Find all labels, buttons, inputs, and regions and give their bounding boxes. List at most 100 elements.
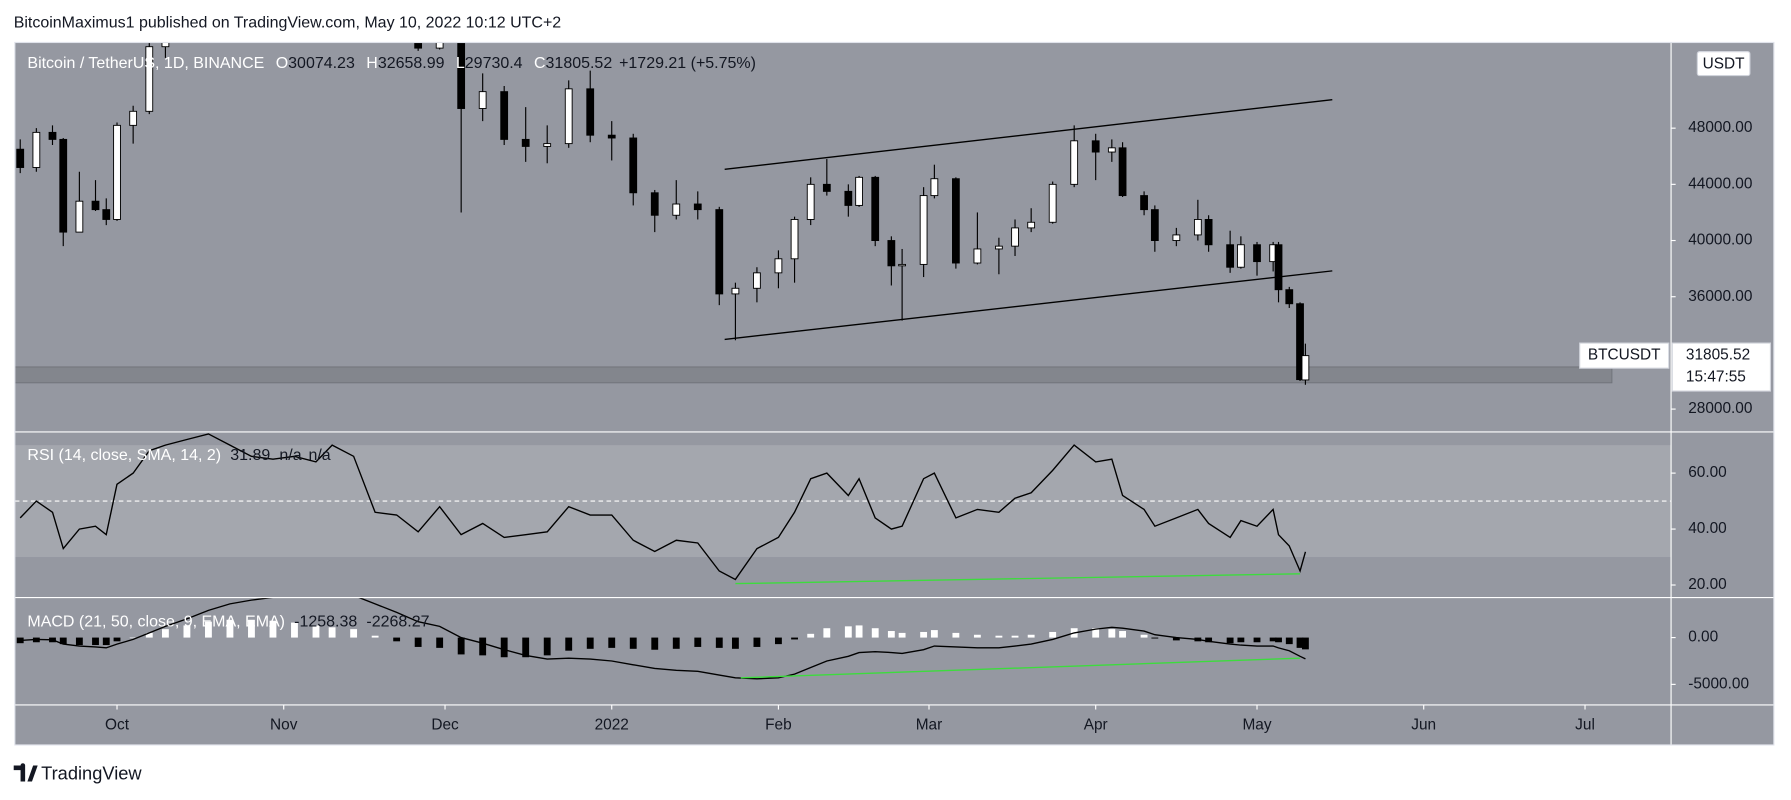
pane-legend: MACD (21, 50, close, 9, EMA, EMA) -1258.3… [27,614,429,631]
tradingview-logo: TradingView [13,762,142,783]
candle-body [1070,140,1079,185]
overlay: 28000.00 36000.00 40000.00 44000.00 48000.00… [14,41,1775,746]
histogram-bar [1253,637,1261,643]
histogram-bar [1027,634,1035,638]
histogram-bar [350,629,358,638]
candle-body [145,46,154,112]
candle-body [102,209,111,220]
logo-mark [13,763,38,782]
y-tick-label: 60.00 [1688,464,1727,481]
candle-body [973,248,982,264]
histogram-bar [898,632,906,638]
legend-item: 29730.4 [465,55,523,72]
publisher-line: BitcoinMaximus1 published on TradingView… [14,14,562,31]
histogram-bar [995,635,1003,638]
candle-body [1140,195,1148,211]
histogram-bar [629,637,637,649]
chart-frame [14,41,1775,746]
legend-item: -2268.27 [366,614,429,631]
legend-item: -1258.38 [294,614,357,631]
brand-name: TradingView [41,762,142,783]
candle-body [1301,355,1310,381]
histogram-bar [543,637,551,656]
candle-body [1172,234,1181,241]
symbol-box [1579,342,1670,369]
candle-body [1296,303,1304,381]
histogram-bar [436,637,444,648]
candle-body [822,183,831,192]
channel-line [724,270,1333,341]
histogram-bar [205,621,212,638]
x-tick-label: Apr [1084,717,1108,734]
candle-body [500,91,509,140]
histogram-bar [414,637,422,647]
candle-body [930,178,939,197]
candle-body [113,124,121,220]
histogram-bar [608,637,616,648]
x-tick-label: Oct [105,717,130,734]
histogram-bar [844,626,852,638]
candle-body [1048,183,1057,223]
histogram-bar [791,637,798,640]
x-tick-label: Jul [1575,717,1595,734]
candle-body [435,42,444,49]
candle-body [715,209,724,295]
legend-item: MACD (21, 50, close, 9, EMA, EMA) [27,614,285,631]
histogram-bar [248,619,255,638]
histogram-bar [775,637,782,645]
support-zone [14,366,1613,384]
candle-body [1011,227,1019,247]
histogram-bar [59,637,67,645]
candle-body [607,134,616,139]
chart-background [14,42,1774,745]
x-tick-label: Mar [916,717,943,734]
histogram-bar [651,637,659,650]
histogram-bar [586,637,594,649]
histogram-bar [1226,637,1234,644]
histogram-bar [113,637,121,642]
symbol-label: BTCUSDT [1588,347,1661,364]
histogram-bar [855,625,863,638]
legend-item: L [456,55,465,72]
histogram-bar [92,637,99,646]
divergence-line [735,573,1301,585]
macd-line [20,597,1306,680]
candle-body [457,42,466,109]
candle-body [75,200,84,233]
candle-body [129,110,138,126]
histogram-bar [161,629,169,638]
histogram-bar [1205,637,1213,643]
legend-item: RSI (14, close, SMA, 14, 2) [27,447,221,464]
candle-body [629,137,638,194]
histogram-bar [479,637,487,656]
histogram-bar [226,619,234,638]
histogram-bar [145,632,153,638]
histogram-bar [1237,637,1245,643]
histogram-bar [269,620,277,638]
histogram-bar [102,637,110,646]
channel-line [724,98,1333,171]
histogram-bar [952,632,960,638]
last-price: 31805.52 [1686,347,1750,364]
unit-label: USDT [1703,55,1746,72]
candle-body [91,200,100,211]
countdown: 15:47:55 [1686,368,1746,385]
rsi-line [19,433,1307,581]
candle-body [1107,147,1116,153]
candle-body [1253,244,1261,263]
histogram-bar [1092,628,1100,638]
histogram-bar [1151,637,1159,639]
legend-item: 30074.23 [288,55,355,72]
candle-body [543,143,552,147]
candle-body [672,203,681,216]
legend-item: O [276,55,288,72]
pane-legend: RSI (14, close, SMA, 14, 2) 31.89 n/a n/a [27,447,330,464]
histogram-bar [500,637,508,658]
candle-body [753,272,761,289]
candle-body [650,192,659,216]
x-tick-label: Jun [1411,717,1436,734]
x-tick-label: Feb [765,717,792,734]
histogram-bar [715,637,723,648]
